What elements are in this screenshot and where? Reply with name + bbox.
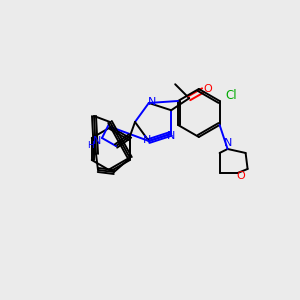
Text: H: H xyxy=(87,140,93,149)
Text: O: O xyxy=(236,171,245,181)
Text: N: N xyxy=(224,138,232,148)
Text: N: N xyxy=(148,97,156,107)
Text: N: N xyxy=(142,135,151,145)
Text: N: N xyxy=(167,131,176,141)
Text: Cl: Cl xyxy=(226,89,237,103)
Text: N: N xyxy=(93,136,101,146)
Text: O: O xyxy=(204,84,213,94)
